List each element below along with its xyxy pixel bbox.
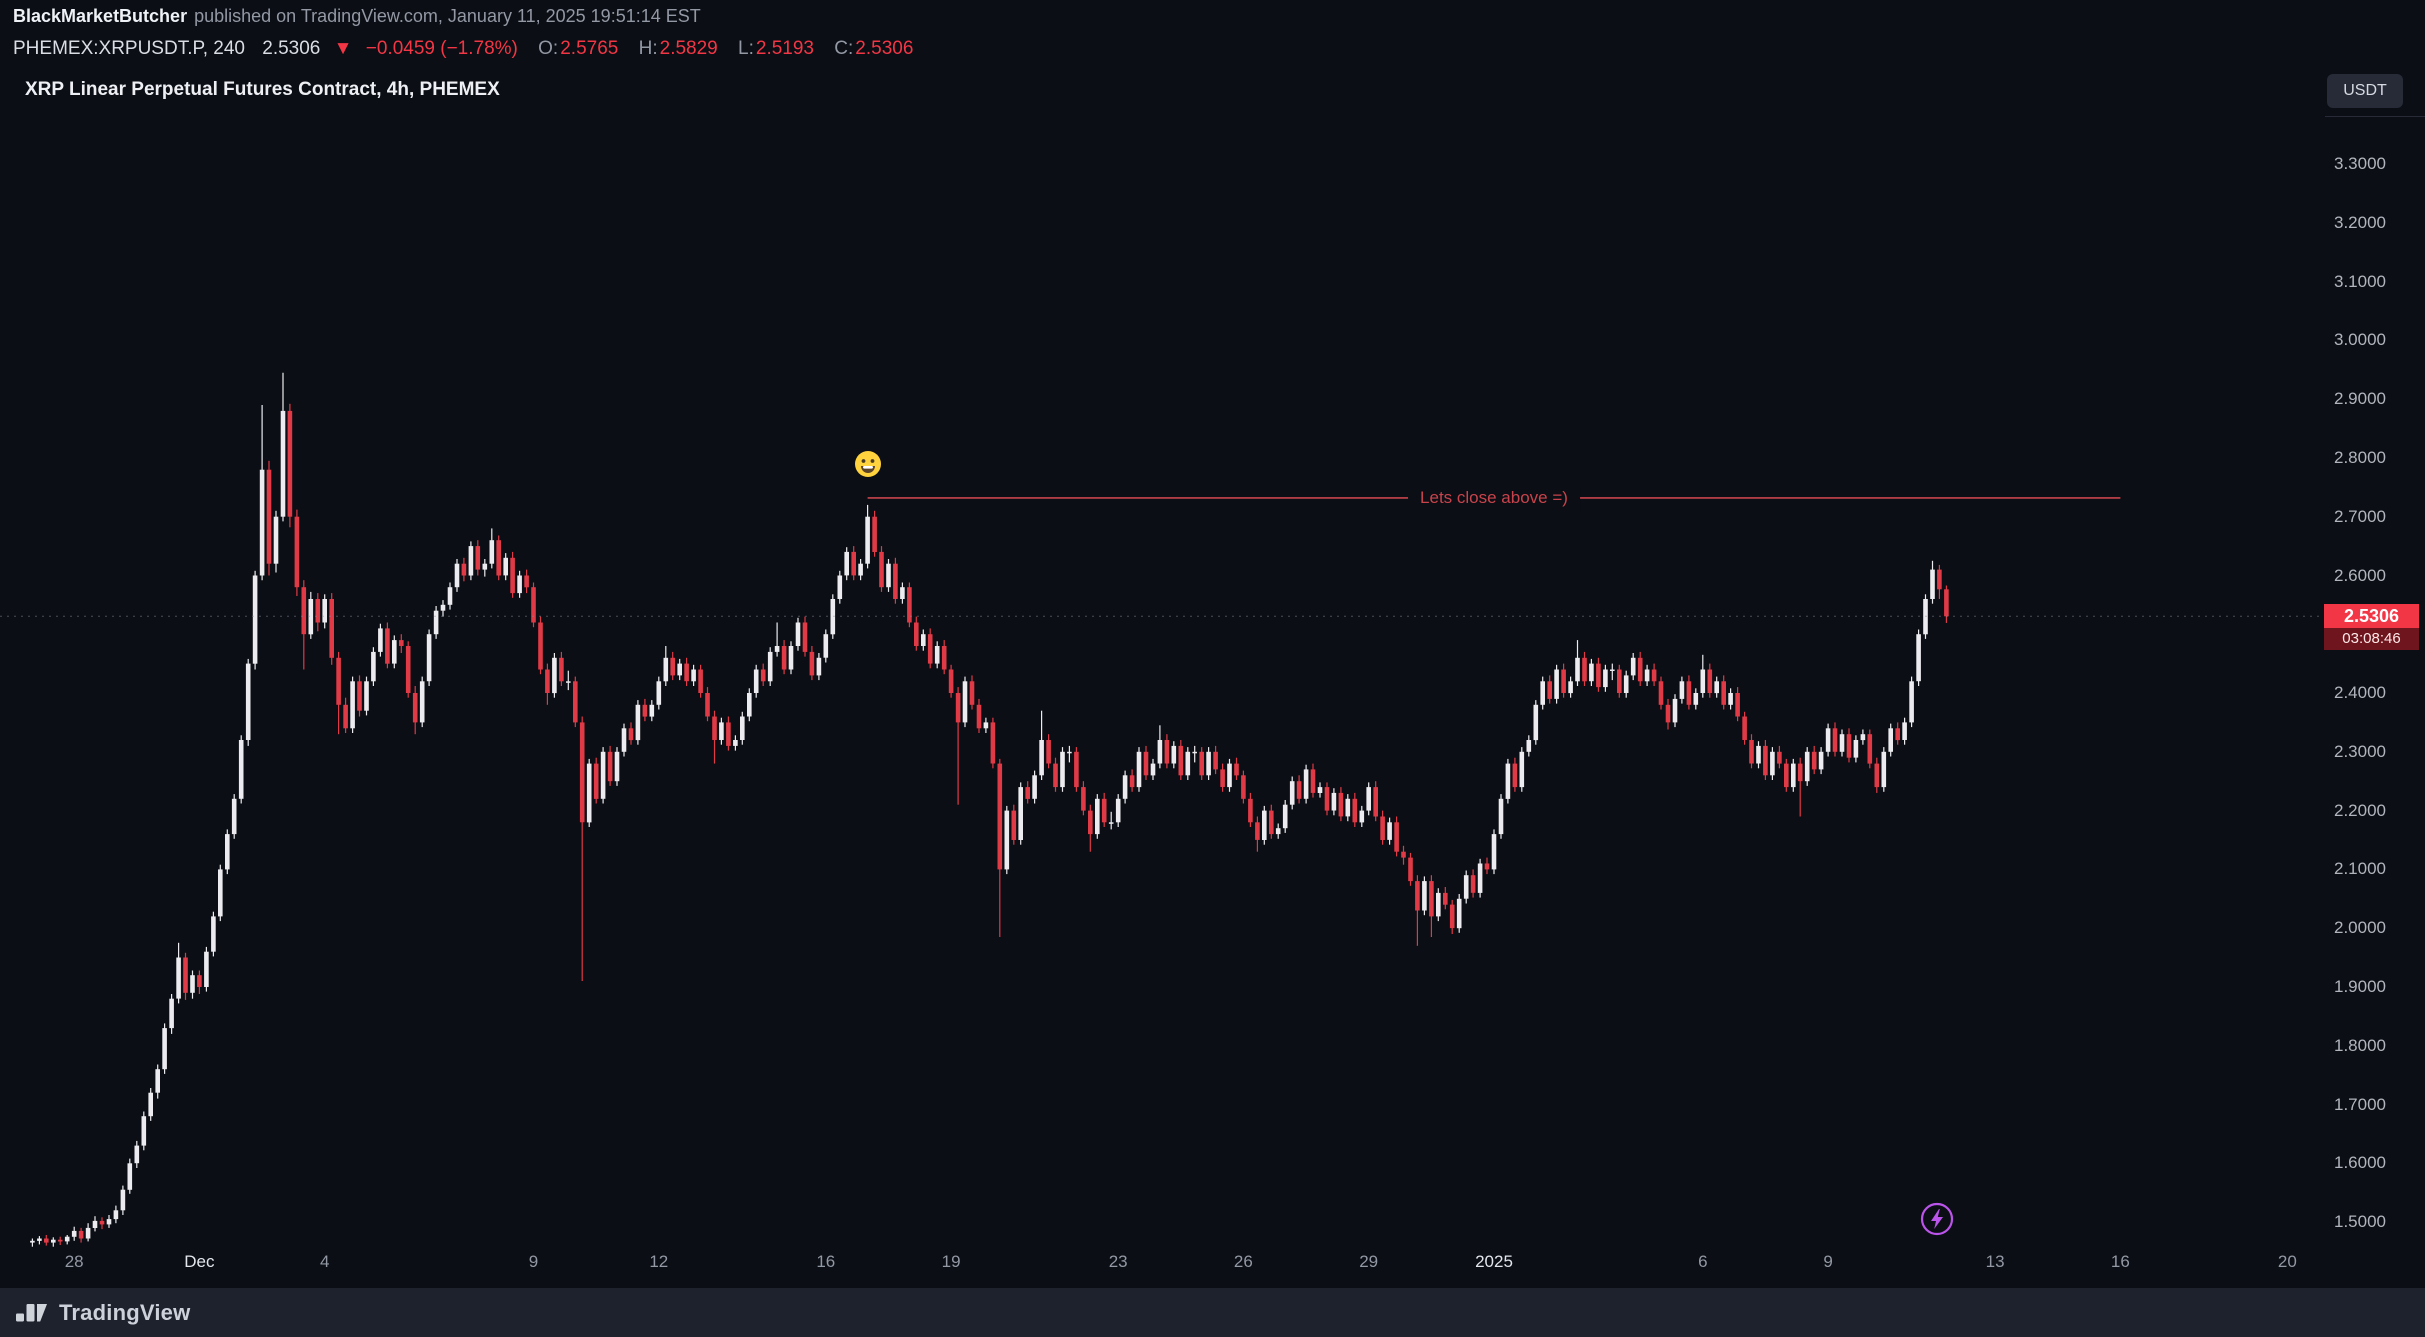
high-value: 2.5829 (659, 38, 718, 59)
close-value: 2.5306 (855, 38, 914, 59)
price-tick-label: 2.4000 (2334, 683, 2386, 702)
price-tick-label: 2.1000 (2334, 859, 2386, 879)
price-tick-label: 1.7000 (2334, 1094, 2386, 1114)
annotation-text: Lets close above =) (1408, 484, 1580, 511)
high-label: H: (638, 38, 658, 59)
price-tick-label: 2.7000 (2334, 506, 2386, 526)
price-tick-label: 1.9000 (2334, 976, 2386, 996)
price-tick-label: 3.3000 (2334, 154, 2386, 173)
time-tick-label: 9 (528, 1252, 539, 1271)
time-tick-label: 16 (816, 1252, 836, 1271)
time-tick-label: 4 (319, 1252, 330, 1271)
price-tick-label: 2.9000 (2334, 389, 2386, 409)
time-tick-label: 6 (1698, 1252, 1708, 1271)
lightning-icon[interactable] (1919, 1201, 1955, 1237)
time-tick-label: 19 (941, 1252, 961, 1271)
price-tick-label: 1.8000 (2334, 1035, 2386, 1055)
price-tick-label: 2.6000 (2334, 565, 2386, 585)
price-tick-label: 1.6000 (2334, 1153, 2386, 1173)
price-change: −0.0459 (−1.78%) (365, 38, 518, 59)
price-tick-label: 2.3000 (2334, 741, 2386, 761)
open-value: 2.5765 (560, 38, 619, 59)
price-tick-label: 1.5000 (2334, 1212, 2386, 1231)
attribution-bar: BlackMarketButcher published on TradingVi… (0, 0, 2425, 33)
time-tick-label: 2025 (1475, 1252, 1513, 1271)
time-axis[interactable]: 28 Dec 4 9 12 16 19 23 26 29 2025 6 9 13 16 20 (0, 1252, 2325, 1276)
low-label: L: (738, 38, 754, 59)
ticker-bar: PHEMEX:XRPUSDT.P, 240 2.5306 ▼ −0.0459 (… (0, 33, 2425, 64)
price-tick-label: 2.2000 (2334, 800, 2386, 820)
time-tick-label: 9 (1823, 1252, 1833, 1271)
grin-emoji-sticker (853, 449, 883, 479)
open-label: O: (538, 38, 559, 59)
price-tick-label: 3.2000 (2334, 212, 2386, 232)
time-tick-label: 26 (1233, 1252, 1253, 1271)
time-tick-label: 20 (2277, 1252, 2297, 1271)
published-text: published on TradingView.com, January 11… (194, 6, 701, 26)
currency-usdt-button[interactable]: USDT (2327, 74, 2403, 108)
time-tick-label: 16 (2110, 1252, 2130, 1271)
low-value: 2.5193 (755, 38, 815, 59)
price-axis[interactable]: 3.3000 3.2000 3.1000 3.0000 2.9000 2.8000 2.70… (2325, 0, 2425, 1288)
chart-title: XRP Linear Perpetual Futures Contract, 4… (25, 79, 500, 100)
time-tick-label: 12 (649, 1252, 669, 1271)
last-price: 2.5306 (262, 38, 321, 59)
symbol-name: PHEMEX:XRPUSDT.P, 240 (13, 38, 245, 59)
price-tick-label: 2.8000 (2334, 447, 2386, 467)
close-label: C: (834, 38, 854, 59)
change-arrow-icon: ▼ (333, 38, 353, 59)
price-tick-label: 3.1000 (2334, 271, 2386, 291)
tradingview-logo-icon[interactable] (15, 1300, 48, 1325)
footer-bar: TradingView (0, 1288, 2425, 1337)
price-axis-divider (2325, 116, 2425, 117)
time-tick-label: 28 (64, 1252, 84, 1271)
price-tick-label: 3.0000 (2334, 330, 2386, 350)
time-tick-label: Dec (184, 1252, 215, 1271)
price-tick-label: 2.0000 (2334, 918, 2386, 938)
last-price-value: 2.5306 (2324, 604, 2419, 629)
author-link[interactable]: BlackMarketButcher (13, 6, 188, 26)
time-tick-label: 13 (1985, 1252, 2005, 1271)
time-tick-label: 23 (1108, 1252, 1128, 1271)
last-price-label: 2.5306 03:08:46 (2324, 604, 2419, 651)
time-tick-label: 29 (1359, 1252, 1379, 1271)
bar-countdown: 03:08:46 (2324, 628, 2419, 651)
brand-name[interactable]: TradingView (59, 1299, 191, 1325)
